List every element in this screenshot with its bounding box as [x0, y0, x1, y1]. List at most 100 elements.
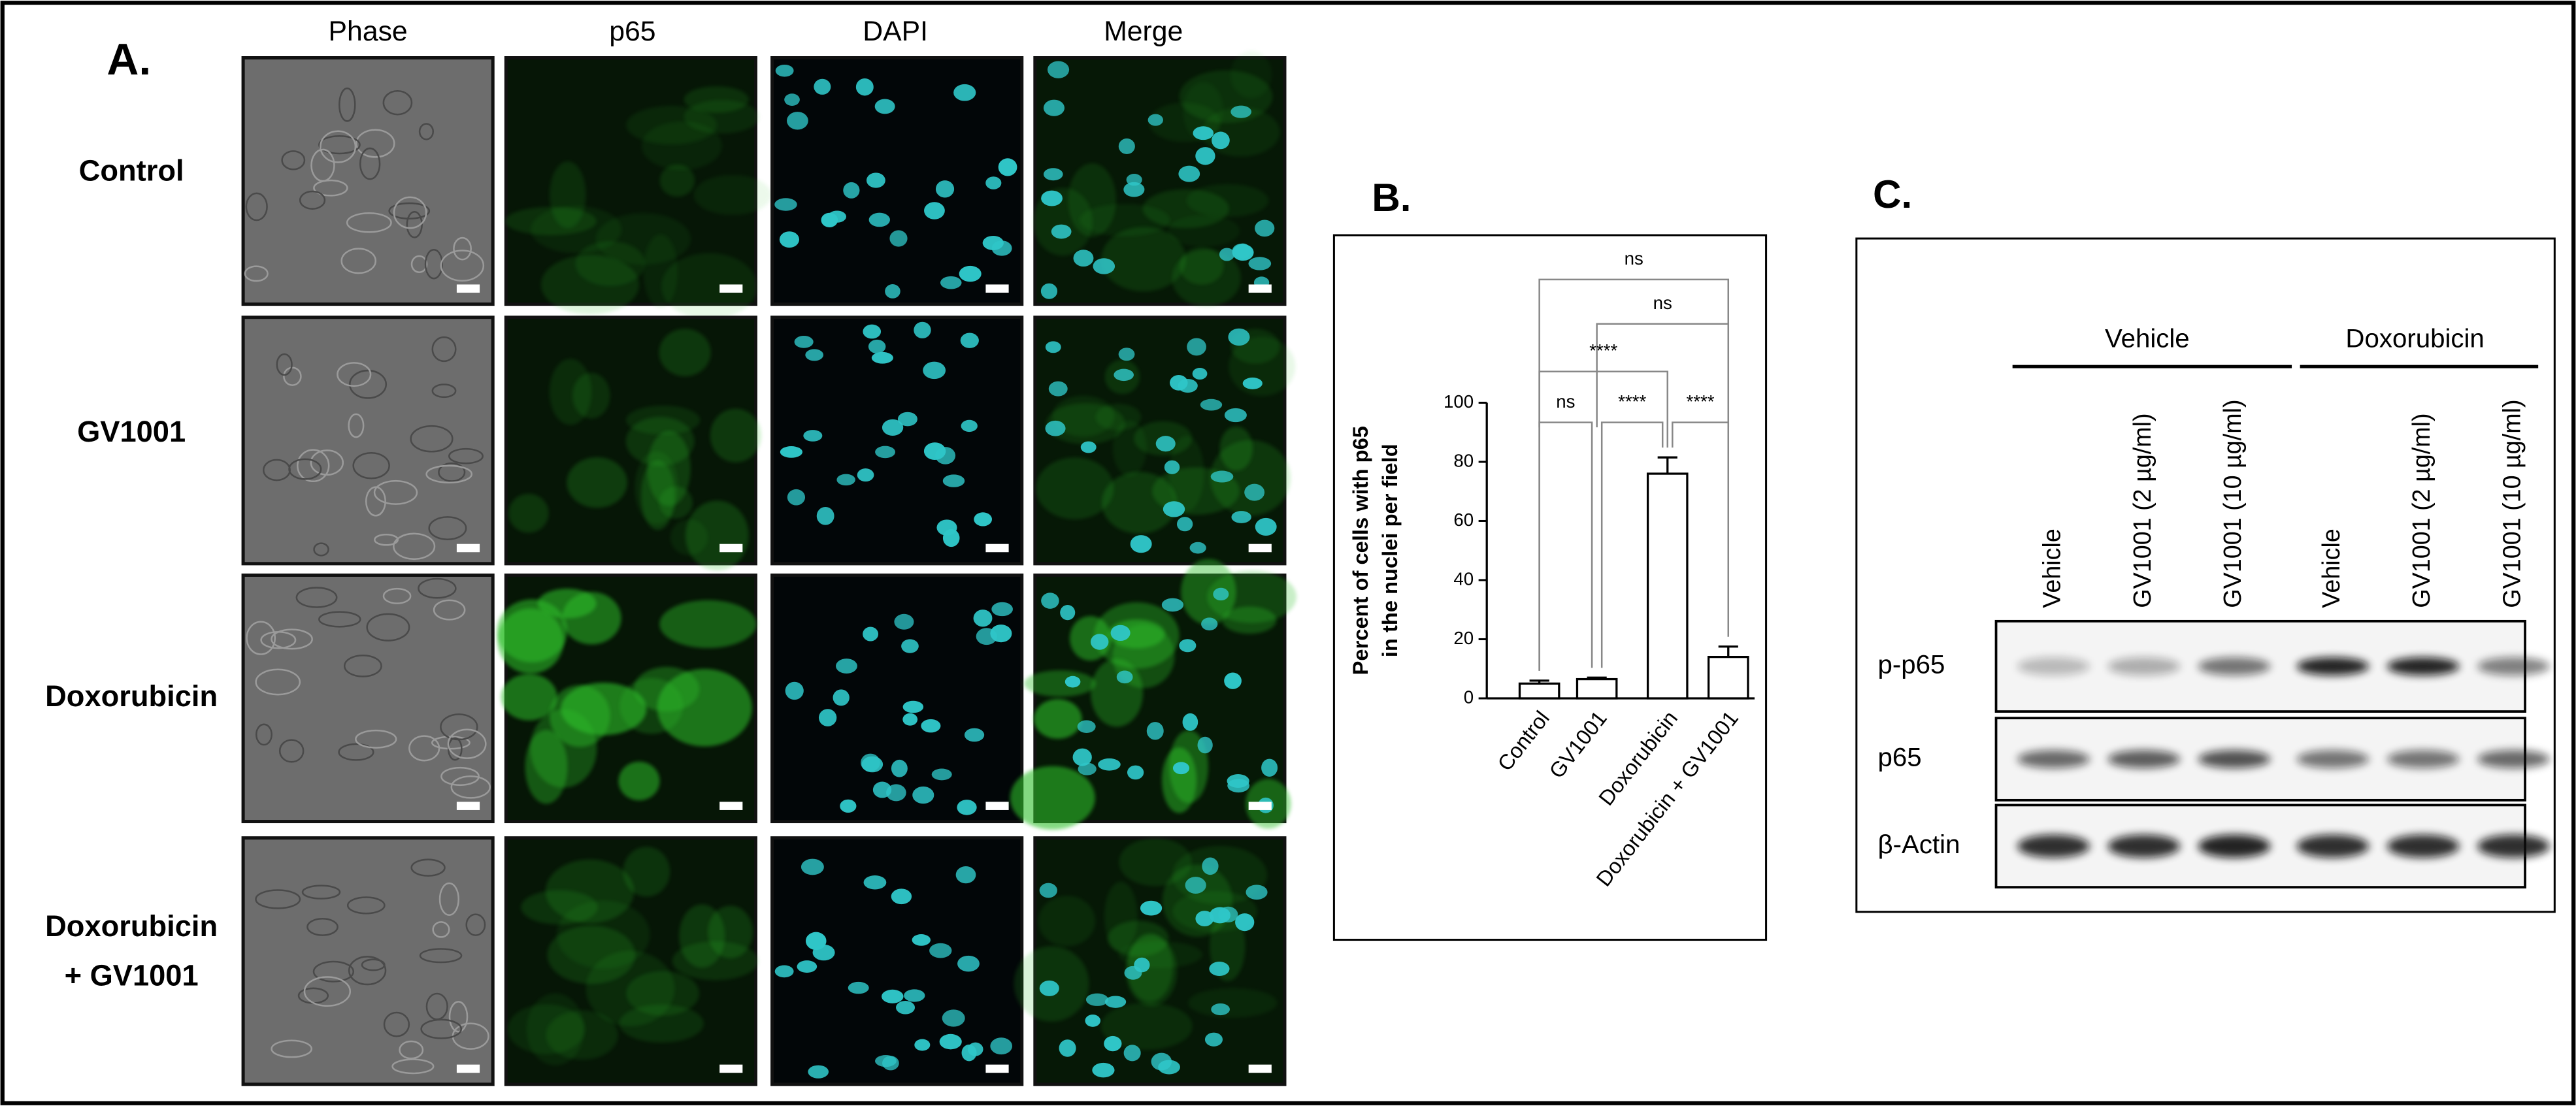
- y-tick-label: 80: [1453, 450, 1474, 470]
- nucleus: [1255, 517, 1277, 536]
- nucleus: [1164, 460, 1180, 474]
- blot-band: [2107, 834, 2181, 858]
- nucleus: [1204, 1032, 1223, 1047]
- p65-signal: [567, 457, 627, 508]
- nucleus: [1092, 1062, 1115, 1078]
- nucleus: [1219, 248, 1235, 261]
- nucleus: [953, 84, 976, 101]
- nucleus: [923, 361, 946, 380]
- cell-outline: [255, 723, 272, 746]
- nucleus: [935, 180, 955, 198]
- nucleus: [960, 333, 979, 348]
- nucleus: [902, 713, 918, 726]
- cell-outline: [346, 896, 386, 915]
- cell-outline: [299, 190, 326, 210]
- nucleus: [855, 78, 874, 96]
- significance-label: ns: [1625, 248, 1643, 268]
- nucleus: [774, 965, 794, 978]
- blot-band: [2017, 657, 2090, 675]
- nucleus: [1085, 993, 1109, 1006]
- cell-outline: [303, 976, 352, 1007]
- nucleus: [1189, 542, 1206, 554]
- group-label: Doxorubicin: [2345, 324, 2484, 353]
- bar: [1646, 472, 1689, 700]
- nucleus: [863, 324, 882, 339]
- scale-bar: [1248, 1064, 1272, 1073]
- scale-bar: [719, 1064, 743, 1073]
- lane-label: GV1001 (2 µg/ml): [2128, 413, 2156, 608]
- micrograph: [241, 56, 495, 306]
- cell-outline: [338, 743, 374, 761]
- nucleus: [1065, 675, 1081, 688]
- lane-label: Vehicle: [2038, 529, 2066, 608]
- scale-bar: [456, 284, 480, 293]
- nucleus: [1060, 605, 1076, 621]
- nucleus: [1200, 398, 1223, 411]
- nucleus: [794, 335, 814, 348]
- bar: [1518, 682, 1560, 700]
- p65-signal: [562, 592, 621, 645]
- nucleus: [1155, 436, 1176, 452]
- p65-signal: [508, 493, 549, 533]
- blot-band: [2017, 834, 2090, 858]
- blot-band: [2477, 834, 2550, 858]
- cell-outline: [361, 958, 386, 971]
- micrograph: [241, 573, 495, 824]
- nucleus: [812, 944, 835, 961]
- scale-bar: [985, 802, 1009, 810]
- cell-outline: [448, 737, 463, 761]
- cell-outline: [271, 628, 313, 650]
- blot-band: [2107, 750, 2181, 768]
- cell-outline: [318, 611, 361, 628]
- p65-signal: [586, 951, 675, 1026]
- scale-bar: [719, 802, 743, 810]
- nucleus: [1234, 243, 1251, 259]
- nucleus: [1127, 765, 1144, 780]
- nucleus: [914, 321, 931, 338]
- row-label: Doxorubicin: [45, 909, 218, 943]
- nucleus: [1039, 980, 1059, 996]
- scale-bar: [719, 284, 743, 293]
- significance-bracket: [1672, 421, 1730, 637]
- nucleus: [1231, 511, 1251, 523]
- p65-signal: [1127, 933, 1173, 1002]
- nucleus: [1201, 617, 1218, 630]
- nucleus: [1073, 250, 1094, 267]
- p65-signal: [659, 600, 757, 649]
- image-background: [770, 56, 1024, 306]
- cell-outline: [448, 1001, 469, 1033]
- nucleus: [942, 474, 965, 487]
- blot-band: [2296, 834, 2370, 858]
- cell-outline: [346, 212, 392, 233]
- nucleus: [990, 1037, 1013, 1055]
- nucleus: [1140, 900, 1163, 916]
- cell-outline: [410, 255, 428, 273]
- micrograph: [1033, 316, 1296, 566]
- nucleus: [1178, 165, 1200, 182]
- nucleus: [775, 64, 794, 77]
- blot-row-label: p-p65: [1878, 650, 1945, 679]
- nucleus: [1059, 1039, 1076, 1057]
- nucleus: [923, 442, 946, 461]
- chart-frame: [1332, 234, 1768, 941]
- nucleus: [818, 709, 837, 726]
- cell-outline: [382, 587, 412, 604]
- p65-signal: [1052, 395, 1115, 437]
- nucleus: [891, 888, 912, 905]
- p65-signal: [684, 100, 759, 134]
- cell-outline: [320, 130, 357, 163]
- p65-signal: [679, 904, 725, 968]
- nucleus: [1209, 907, 1230, 924]
- micrograph: [241, 316, 495, 566]
- significance-label: ****: [1687, 391, 1715, 412]
- cell-outline: [301, 885, 341, 900]
- nucleus: [1041, 190, 1063, 206]
- p65-signal: [595, 213, 691, 265]
- nucleus: [866, 172, 885, 188]
- cell-outline: [281, 150, 306, 171]
- p65-signal: [1101, 227, 1186, 292]
- nucleus: [1179, 639, 1197, 653]
- nucleus: [1227, 774, 1249, 788]
- nucleus: [1090, 634, 1109, 650]
